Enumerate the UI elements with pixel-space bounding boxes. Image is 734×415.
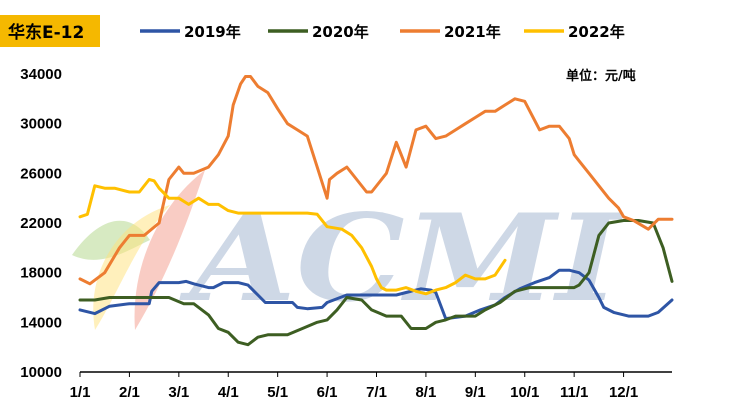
- x-tick-label: 11/1: [560, 384, 588, 401]
- y-tick-label: 26000: [20, 165, 62, 182]
- legend-label: 2021年: [444, 23, 501, 41]
- legend: 2019年 2020年 2021年 2022年: [140, 23, 625, 41]
- acmi-watermark-logo: ACMI: [72, 170, 624, 330]
- x-tick-label: 12/1: [609, 384, 638, 401]
- y-tick-label: 10000: [20, 364, 62, 381]
- legend-label: 2019年: [184, 23, 241, 41]
- x-tick-label: 10/1: [510, 384, 539, 401]
- y-tick-label: 34000: [20, 66, 62, 83]
- y-tick-label: 18000: [20, 265, 62, 282]
- unit-label: 单位：元/吨: [566, 68, 636, 84]
- y-tick-label: 22000: [20, 215, 62, 232]
- x-tick-label: 7/1: [366, 384, 387, 401]
- y-tick-label: 30000: [20, 116, 62, 133]
- x-tick-label: 3/1: [168, 384, 189, 401]
- series-line-2020: [78, 219, 674, 347]
- x-tick-label: 5/1: [267, 384, 288, 401]
- x-tick-label: 9/1: [465, 384, 486, 401]
- series-line-2019: [78, 268, 674, 321]
- series-line-2021: [78, 75, 674, 286]
- title-box: [0, 15, 100, 47]
- y-tick-label: 14000: [20, 314, 62, 331]
- x-tick-label: 4/1: [218, 384, 239, 401]
- x-tick-label: 6/1: [317, 384, 338, 401]
- watermark-text: ACMI: [179, 188, 625, 329]
- x-tick-label: 8/1: [415, 384, 436, 401]
- legend-label: 2022年: [568, 23, 625, 41]
- series-line-2022: [78, 178, 507, 296]
- x-tick-label: 1/1: [70, 384, 91, 401]
- x-tick-label: 2/1: [119, 384, 140, 401]
- chart-title: 华东E-12: [8, 22, 84, 43]
- legend-label: 2020年: [312, 23, 369, 41]
